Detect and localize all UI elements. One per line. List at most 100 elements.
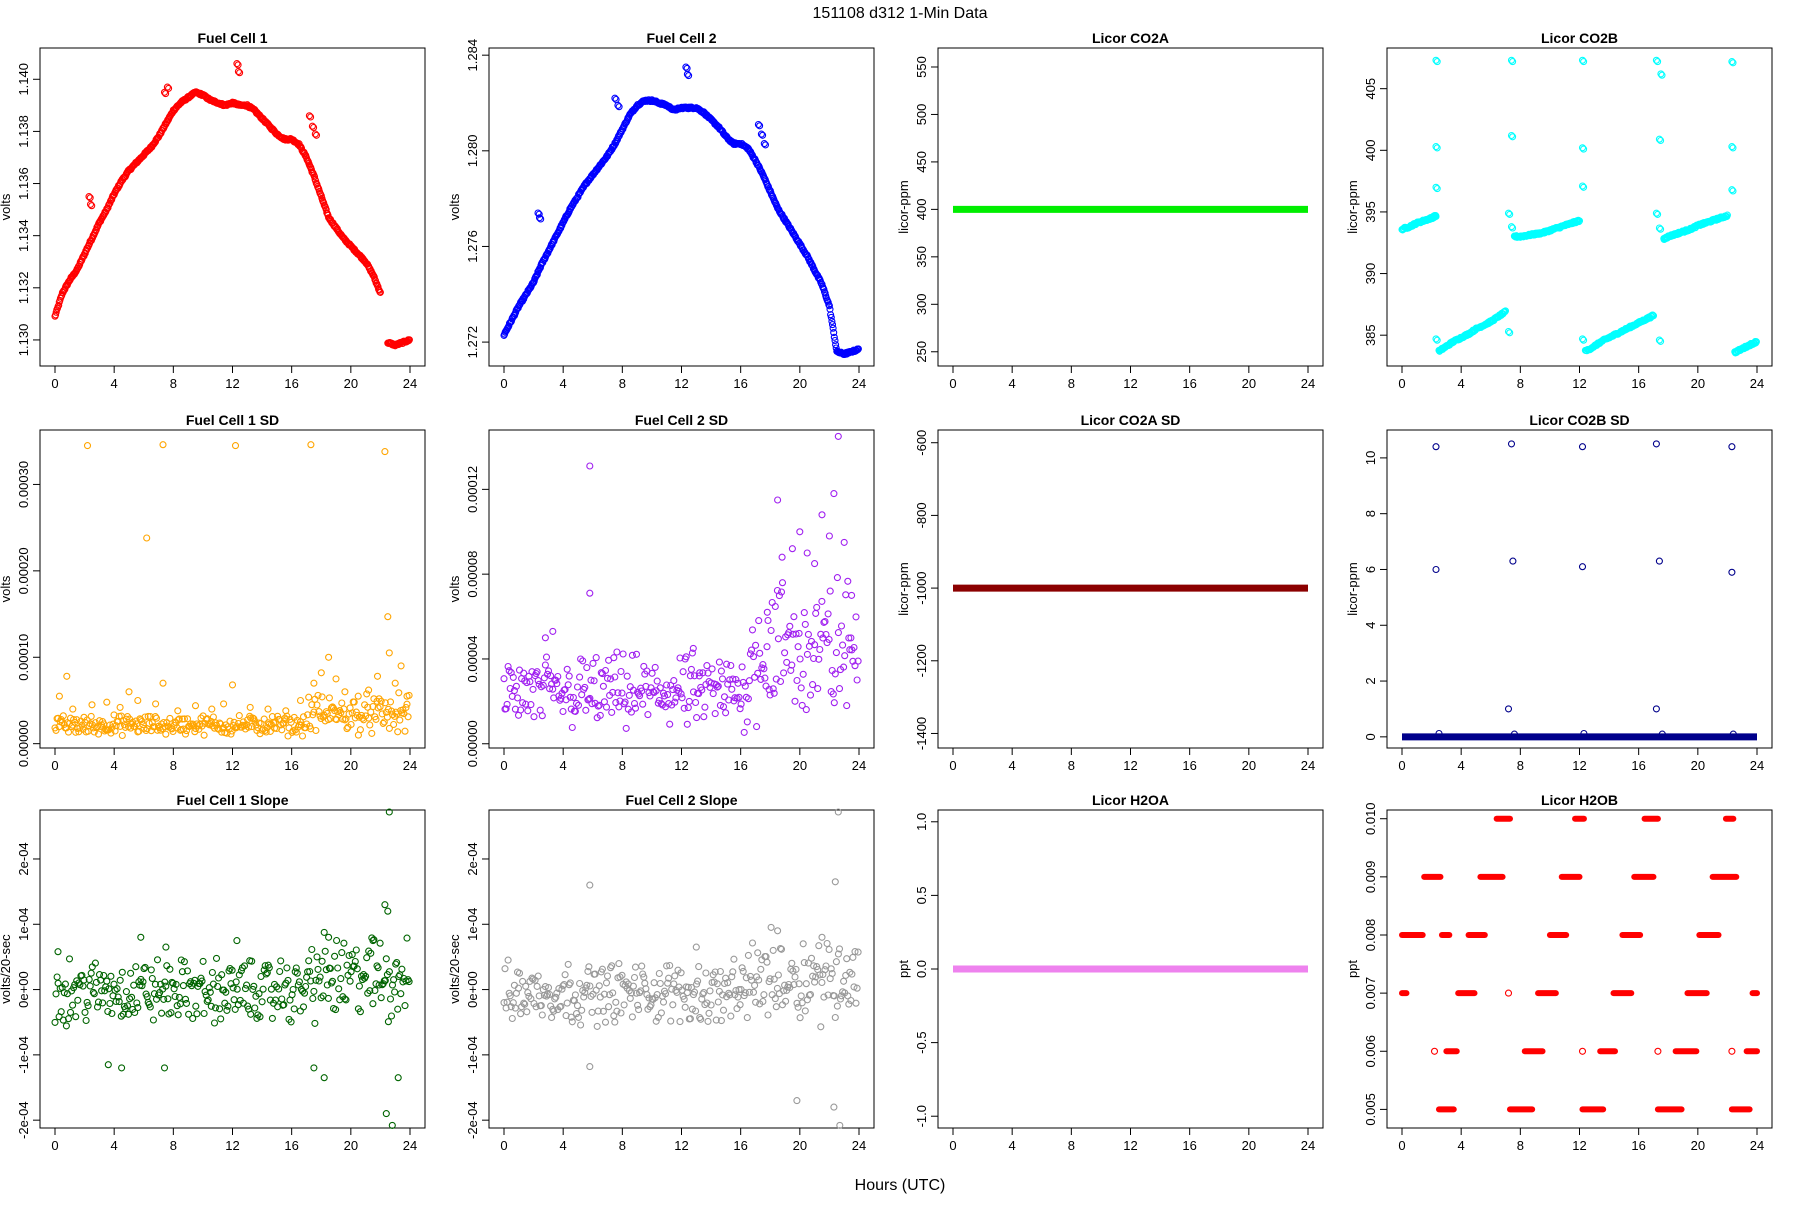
data-point [85,975,93,984]
plot-frame [39,429,426,749]
y-tick-label: 350 [914,246,929,268]
data-point [638,687,646,695]
data-point [506,992,514,1000]
data-point [801,620,809,628]
data-point [788,545,796,553]
data-point [280,719,288,727]
data-point [61,980,69,988]
data-point [713,683,721,691]
y-tick-label: 0.008 [1363,919,1378,952]
data-point [397,990,405,998]
data-point [308,945,316,954]
data-point [631,963,640,971]
data-point [553,989,561,997]
data-point [1507,440,1516,448]
data-point [632,650,641,658]
y-tick-label: 0 [1363,733,1378,740]
x-tick-label: 0 [949,1138,956,1153]
data-point [313,953,321,961]
x-tick-label: 0 [500,1138,507,1153]
data-point [208,705,216,713]
data-point [617,667,625,676]
y-tick-label: 0.5 [914,886,929,904]
data-point [763,643,771,651]
data-point [1578,335,1587,343]
y-axis-label: volts/20-sec [0,934,13,1004]
data-point [702,969,710,977]
data-point [210,1019,219,1027]
panel-title: Fuel Cell 1 [197,30,267,46]
data-point [754,949,762,957]
data-point [203,997,211,1005]
data-point [786,622,794,630]
data-point [74,996,82,1004]
data-point [84,1002,92,1010]
data-point [1728,58,1736,66]
data-point [722,709,730,717]
data-point [795,629,803,637]
data-point [576,673,584,681]
data-point [54,948,62,956]
y-axis-label: ppt [896,960,911,978]
data-point [522,982,530,990]
y-tick-label: 1.132 [16,272,31,305]
y-tick-label: 6 [1363,566,1378,573]
x-tick-label: 24 [403,758,417,773]
data-point [243,981,251,989]
data-point [1652,705,1660,713]
data-point [246,703,254,711]
data-point [236,69,244,77]
data-point [1654,58,1662,66]
y-tick-label: 400 [1363,139,1378,161]
data-point [73,716,81,724]
y-tick-label: 390 [1363,263,1378,285]
data-point [587,992,595,1000]
data-point [404,713,412,721]
data-point [180,715,188,723]
data-point [127,969,135,977]
data-point [224,1002,232,1010]
data-point [829,324,837,332]
data-point [755,617,763,625]
series-points [1432,440,1737,738]
x-tick-label: 20 [344,1138,358,1153]
data-point [628,1013,636,1021]
data-point [628,651,636,659]
data-point [822,962,830,970]
data-point [778,579,787,587]
data-point [315,977,323,985]
x-tick-label: 20 [1691,758,1705,773]
data-point [94,730,103,738]
data-point [757,675,765,683]
data-point [727,1012,735,1020]
data-point [777,588,786,596]
panel-4: Fuel Cell 1 SD 0 4 8 12 16 20 24 0.00000 0.00010 0… [0,412,426,773]
panel-2: Licor CO2A 0 4 8 12 16 20 24 250 300 350 400 450 500 5… [896,30,1324,391]
y-tick-label: 1e-04 [16,908,31,941]
data-point [611,1018,619,1026]
data-point [1433,144,1441,152]
data-point [385,968,393,976]
data-point [153,956,162,964]
data-point [618,971,626,979]
data-point [105,985,113,993]
data-point [371,986,379,995]
x-tick-label: 24 [852,376,866,391]
data-point [106,999,114,1008]
data-point [774,496,782,504]
data-point [137,933,145,941]
data-point [116,722,124,730]
data-point [854,948,862,956]
data-point [591,970,599,978]
data-point [694,977,702,985]
data-point [806,691,815,699]
data-point [615,103,623,111]
data-point [754,669,762,677]
y-tick-label: 2 [1363,677,1378,684]
data-point [86,200,95,208]
data-point [627,708,635,716]
data-point [771,995,779,1003]
data-point [201,988,209,996]
data-point [161,978,169,986]
